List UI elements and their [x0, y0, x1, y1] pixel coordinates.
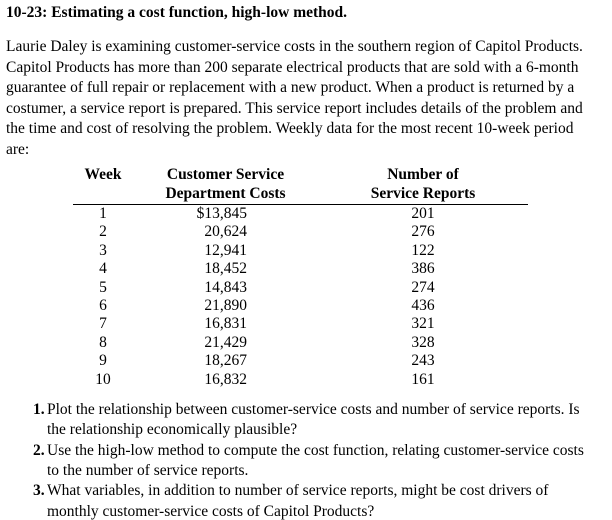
item-text: Plot the relationship between customer-s…: [47, 401, 580, 439]
cell-cost: 20,624: [204, 223, 247, 241]
cell-reports: 328: [411, 333, 435, 351]
table-row: 7 16,831 321: [73, 315, 528, 333]
item-number: 1.: [33, 401, 45, 419]
table-header-row: Week Customer Service Department Costs N…: [73, 165, 528, 205]
table-row: 6 21,890 436: [73, 297, 528, 315]
cell-cost: 14,843: [204, 278, 247, 296]
list-item: 2. Use the high-low method to compute th…: [33, 441, 608, 482]
item-text: What variables, in addition to number of…: [47, 482, 549, 520]
cell-reports: 436: [411, 297, 435, 315]
cell-reports: 161: [411, 370, 435, 388]
intro-paragraph: Laurie Daley is examining customer-servi…: [6, 38, 583, 158]
table-row: 4 18,452 386: [73, 260, 528, 278]
cell-reports: 274: [411, 278, 435, 296]
cell-week: 2: [99, 223, 107, 241]
cell-cost: 16,831: [204, 315, 247, 333]
cell-week: 4: [99, 260, 107, 278]
cell-week: 9: [99, 352, 107, 370]
table-row: 8 21,429 328: [73, 334, 528, 352]
cell-cost: 18,267: [204, 352, 247, 370]
table-row: 1 $13,845 201: [73, 205, 528, 223]
cell-week: 8: [99, 333, 107, 351]
table-row: 10 16,832 161: [73, 371, 528, 389]
table-row: 9 18,267 243: [73, 352, 528, 370]
cell-week: 10: [95, 370, 111, 388]
cell-cost: 18,452: [204, 260, 247, 278]
cell-cost: 21,890: [204, 297, 247, 315]
cell-cost: 21,429: [204, 333, 247, 351]
weekly-data-table: Week Customer Service Department Costs N…: [73, 165, 528, 389]
cell-reports: 243: [411, 352, 435, 370]
table-row: 2 20,624 276: [73, 223, 528, 241]
table-row: 5 14,843 274: [73, 279, 528, 297]
list-item: 3. What variables, in addition to number…: [33, 481, 608, 520]
cell-week: 7: [99, 315, 107, 333]
table-body: 1 $13,845 201 2 20,624 276 3 12,941 122 …: [73, 205, 528, 389]
list-item: 1. Plot the relationship between custome…: [33, 400, 608, 441]
cell-week: 6: [99, 297, 107, 315]
item-number: 2.: [33, 441, 45, 459]
cell-reports: 386: [411, 260, 435, 278]
cell-reports: 276: [411, 223, 435, 241]
cell-reports: 321: [411, 315, 435, 333]
cell-cost: $13,845: [196, 205, 247, 222]
problem-title: 10-23: Estimating a cost function, high-…: [6, 4, 348, 21]
requirements-list: 1. Plot the relationship between custome…: [33, 400, 608, 520]
cell-cost: 12,941: [204, 241, 247, 259]
cell-week: 1: [99, 205, 107, 222]
item-number: 3.: [33, 482, 45, 500]
item-text: Use the high-low method to compute the c…: [47, 441, 584, 479]
cell-week: 5: [99, 278, 107, 296]
cell-reports: 201: [411, 205, 435, 222]
cell-week: 3: [99, 241, 107, 259]
cell-cost: 16,832: [204, 370, 247, 388]
table-row: 3 12,941 122: [73, 242, 528, 260]
cell-reports: 122: [411, 241, 435, 259]
header-week: Week: [84, 166, 122, 183]
header-reports: Number of Service Reports: [370, 166, 476, 202]
header-costs: Customer Service Department Costs: [165, 166, 286, 202]
